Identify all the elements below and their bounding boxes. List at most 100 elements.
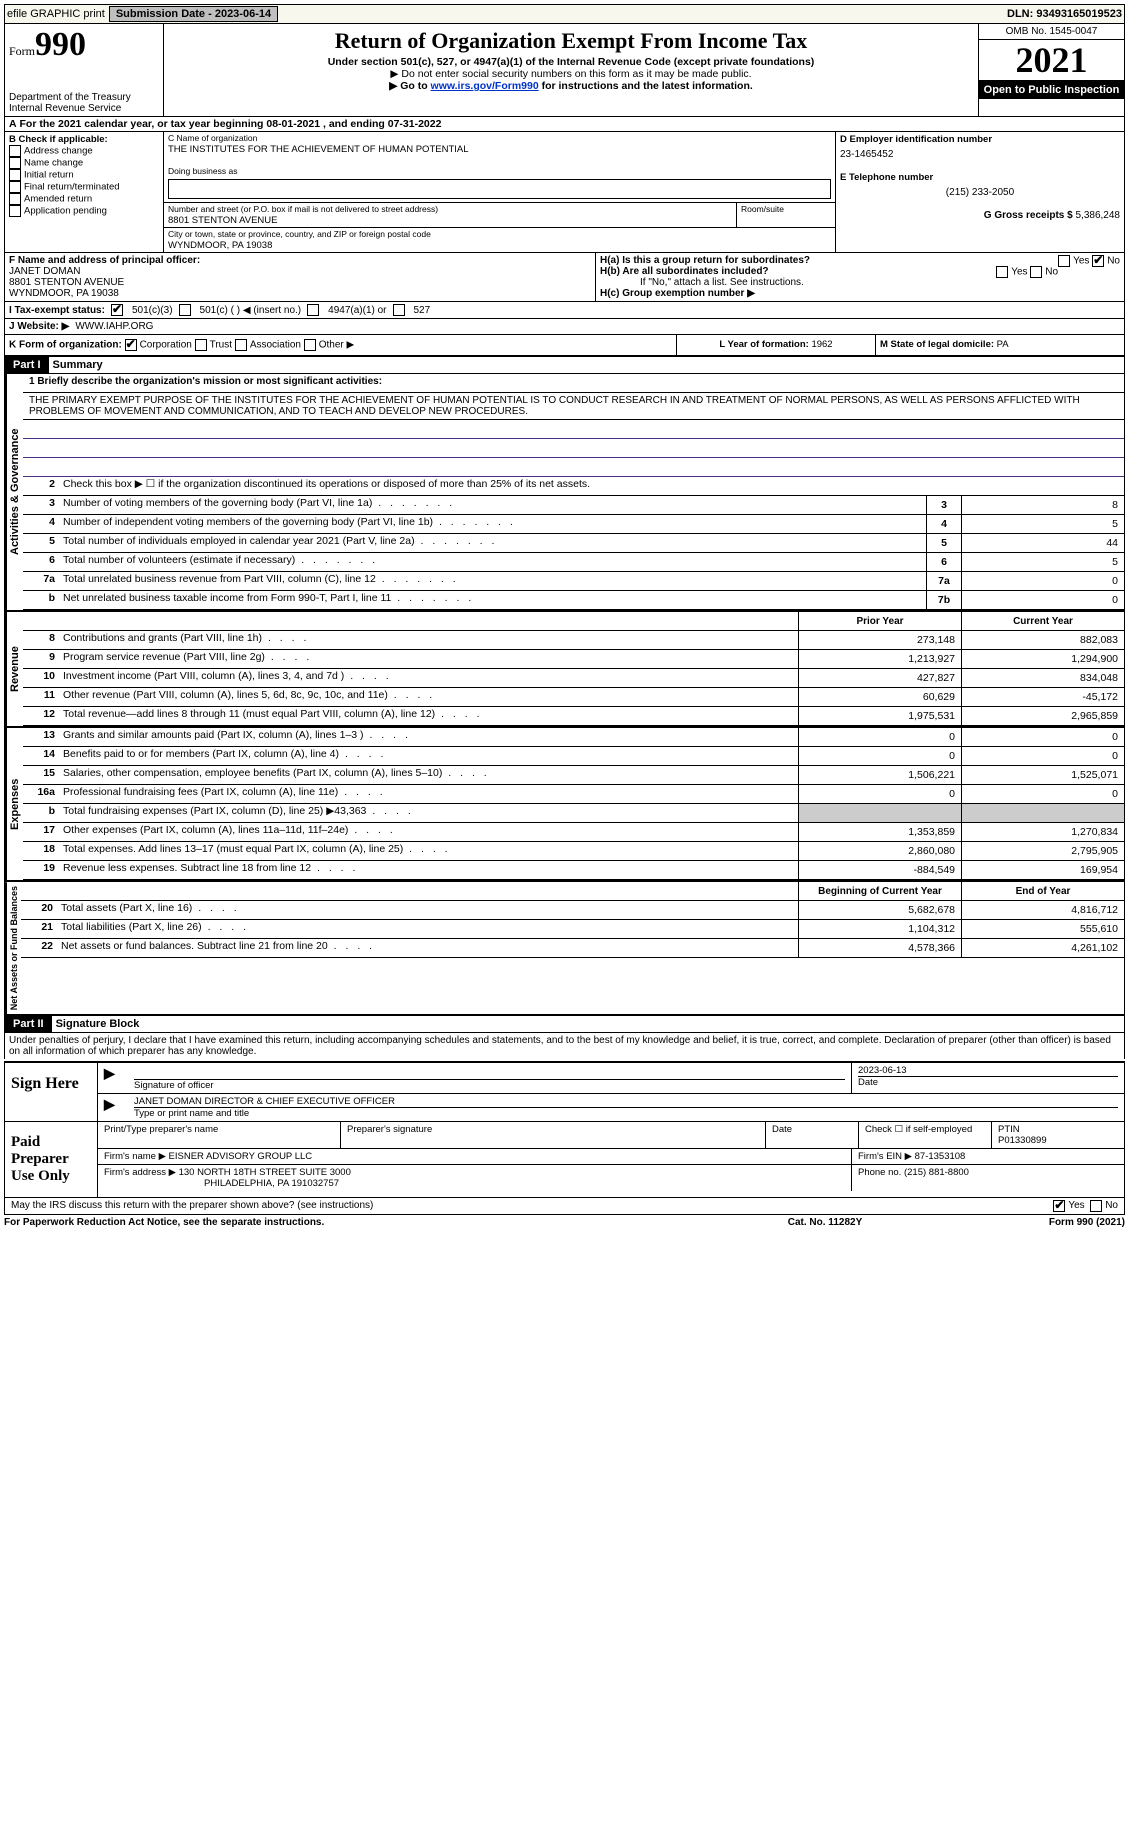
checkbox-name-change[interactable] [9,157,21,169]
phone-value: (215) 233-2050 [840,187,1120,198]
checkbox-address-change[interactable] [9,145,21,157]
status-527[interactable] [393,304,405,316]
omb-number: OMB No. 1545-0047 [979,24,1124,40]
line-a-tax-year: A For the 2021 calendar year, or tax yea… [4,116,1125,132]
table-row: 12Total revenue—add lines 8 through 11 (… [23,707,1124,726]
table-row: bNet unrelated business taxable income f… [23,591,1124,610]
table-row: 7aTotal unrelated business revenue from … [23,572,1124,591]
table-row: 11Other revenue (Part VIII, column (A), … [23,688,1124,707]
subtitle-2: ▶ Do not enter social security numbers o… [168,68,974,80]
table-row: 22Net assets or fund balances. Subtract … [21,939,1124,958]
dba-input[interactable] [168,179,831,199]
status-501c3[interactable] [111,304,123,316]
dept-label: Department of the Treasury [9,92,159,103]
table-row: 4Number of independent voting members of… [23,515,1124,534]
penalty-statement: Under penalties of perjury, I declare th… [4,1033,1125,1059]
section-c-name-address: C Name of organization THE INSTITUTES FO… [164,132,836,253]
tax-year: 2021 [979,40,1124,81]
section-d-e-g: D Employer identification number 23-1465… [836,132,1125,253]
paid-preparer-label: Paid Preparer Use Only [5,1122,98,1197]
section-b-checkboxes: B Check if applicable: Address change Na… [4,132,164,253]
expenses-section: Expenses 13Grants and similar amounts pa… [4,726,1125,880]
section-f-h: F Name and address of principal officer:… [4,253,1125,302]
table-row: 16aProfessional fundraising fees (Part I… [23,785,1124,804]
status-4947[interactable] [307,304,319,316]
irs-label: Internal Revenue Service [9,103,159,114]
table-row: 17Other expenses (Part IX, column (A), l… [23,823,1124,842]
part-2-header: Part II Signature Block [4,1016,1125,1033]
form-other[interactable] [304,339,316,351]
room-suite: Room/suite [737,203,835,227]
discuss-yes[interactable] [1053,1200,1065,1212]
governance-section: Activities & Governance 1 Briefly descri… [4,374,1125,610]
instructions-link[interactable]: www.irs.gov/Form990 [431,80,539,92]
section-i-tax-status: I Tax-exempt status: 501(c)(3) 501(c) ( … [4,302,1125,319]
form-corp[interactable] [125,339,137,351]
status-501c[interactable] [179,304,191,316]
table-row: 18Total expenses. Add lines 13–17 (must … [23,842,1124,861]
table-row: 20Total assets (Part X, line 16) . . . .… [21,901,1124,920]
table-row: 10Investment income (Part VIII, column (… [23,669,1124,688]
page-footer: For Paperwork Reduction Act Notice, see … [4,1215,1125,1230]
gross-receipts: 5,386,248 [1076,210,1121,221]
form-trust[interactable] [195,339,207,351]
signature-block: Sign Here ▶ Signature of officer 2023-06… [4,1061,1125,1122]
table-row: 21Total liabilities (Part X, line 26) . … [21,920,1124,939]
section-k-l-m: K Form of organization: Corporation Trus… [4,335,1125,357]
table-row: 3Number of voting members of the governi… [23,496,1124,515]
checkbox-initial-return[interactable] [9,169,21,181]
form-title-block: Return of Organization Exempt From Incom… [164,24,978,116]
net-assets-section: Net Assets or Fund Balances Beginning of… [4,880,1125,1016]
efile-label: efile GRAPHIC print [7,8,105,20]
website-value: WWW.IAHP.ORG [75,321,153,332]
inspection-badge: Open to Public Inspection [979,81,1124,99]
form-header: Form990 Department of the Treasury Inter… [4,24,1125,116]
form-meta-block: OMB No. 1545-0047 2021 Open to Public In… [978,24,1124,116]
submission-date-button[interactable]: Submission Date - 2023-06-14 [109,6,278,22]
table-row: bTotal fundraising expenses (Part IX, co… [23,804,1124,823]
checkbox-final-return[interactable] [9,181,21,193]
section-h-group: H(a) Is this a group return for subordin… [596,253,1124,301]
table-row: 13Grants and similar amounts paid (Part … [23,728,1124,747]
sign-date: 2023-06-13 [858,1065,1118,1077]
firm-address: 130 NORTH 18TH STREET SUITE 3000 [179,1167,351,1178]
officer-name: JANET DOMAN [9,266,81,277]
subtitle-1: Under section 501(c), 527, or 4947(a)(1)… [168,56,974,68]
ptin-value: P01330899 [998,1135,1047,1146]
part-1-header: Part I Summary [4,357,1125,374]
state-domicile: PA [997,339,1009,350]
table-row: 6Total number of volunteers (estimate if… [23,553,1124,572]
form-assoc[interactable] [235,339,247,351]
hb-yes[interactable] [996,266,1008,278]
table-row: 9Program service revenue (Part VIII, lin… [23,650,1124,669]
revenue-vert-label: Revenue [5,612,23,726]
table-row: 8Contributions and grants (Part VIII, li… [23,631,1124,650]
expenses-vert-label: Expenses [5,728,23,880]
firm-name: EISNER ADVISORY GROUP LLC [169,1151,313,1162]
arrow-icon: ▶ [104,1065,115,1081]
form-number: 990 [35,26,86,63]
paid-preparer-block: Paid Preparer Use Only Print/Type prepar… [4,1122,1125,1198]
subtitle-3: ▶ Go to www.irs.gov/Form990 for instruct… [168,80,974,92]
table-row: 15Salaries, other compensation, employee… [23,766,1124,785]
section-j-website: J Website: ▶ WWW.IAHP.ORG [4,319,1125,335]
efile-header-bar: efile GRAPHIC print Submission Date - 20… [4,4,1125,24]
officer-name-title: JANET DOMAN DIRECTOR & CHIEF EXECUTIVE O… [134,1096,1118,1108]
hb-no[interactable] [1030,266,1042,278]
org-name: THE INSTITUTES FOR THE ACHIEVEMENT OF HU… [168,144,469,155]
firm-ein: 87-1353108 [915,1151,966,1162]
entity-info-block: B Check if applicable: Address change Na… [4,132,1125,253]
discuss-row: May the IRS discuss this return with the… [4,1198,1125,1215]
ha-no[interactable] [1092,255,1104,267]
ha-yes[interactable] [1058,255,1070,267]
discuss-no[interactable] [1090,1200,1102,1212]
form-prefix: Form [9,44,35,58]
table-row: 19Revenue less expenses. Subtract line 1… [23,861,1124,880]
city-state-zip: WYNDMOOR, PA 19038 [168,240,272,251]
table-row: 14Benefits paid to or for members (Part … [23,747,1124,766]
checkbox-application-pending[interactable] [9,205,21,217]
checkbox-amended[interactable] [9,193,21,205]
year-formation: 1962 [811,339,832,350]
governance-vert-label: Activities & Governance [5,374,23,610]
revenue-section: Revenue Prior Year Current Year 8Contrib… [4,610,1125,726]
